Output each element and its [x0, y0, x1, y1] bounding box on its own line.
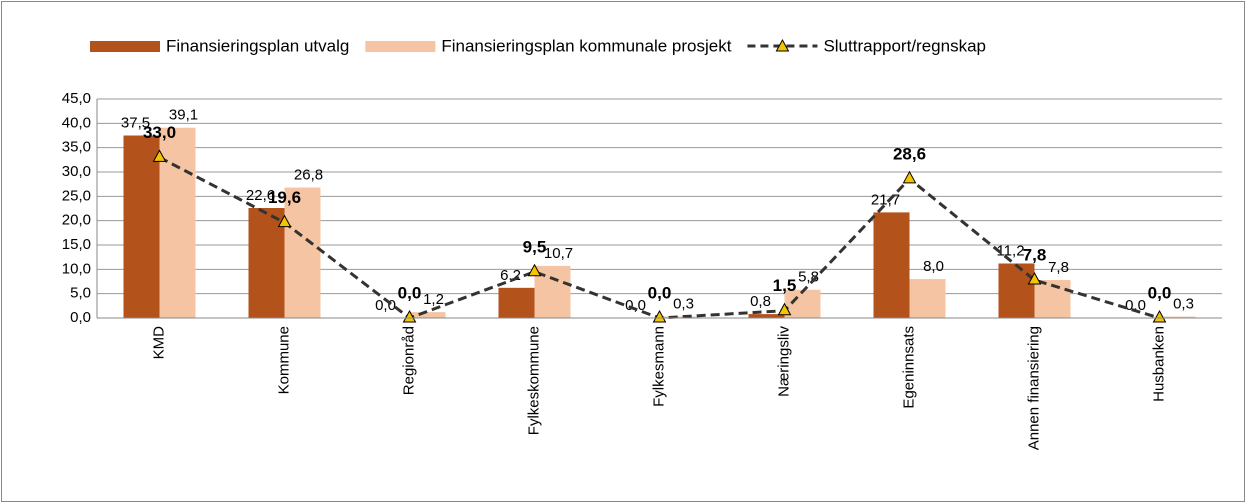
data-label: 0,0 — [1125, 297, 1146, 314]
x-tick-label: Fylkesmann — [650, 326, 667, 407]
marker — [402, 309, 417, 323]
x-tick-label: Regionråd — [400, 326, 417, 395]
data-label: 37,5 — [121, 114, 150, 131]
legend-label: Finansieringsplan kommunale prosjekt — [441, 36, 731, 55]
y-tick-label: 20,0 — [62, 212, 91, 229]
x-tick-label: Næringsliv — [775, 326, 792, 397]
y-tick-label: 45,0 — [62, 90, 91, 107]
legend-label: Finansieringsplan utvalg — [166, 36, 349, 55]
marker — [1152, 309, 1167, 323]
data-label: 11,2 — [996, 242, 1024, 259]
marker — [652, 309, 667, 323]
marker — [902, 170, 917, 184]
bar — [284, 187, 321, 318]
bar — [159, 127, 196, 318]
legend-label: Sluttrapport/regnskap — [823, 36, 986, 55]
x-tick-label: Fylkeskommune — [525, 326, 542, 435]
data-label: 0,0 — [1148, 283, 1172, 302]
y-tick-label: 0,0 — [70, 309, 91, 326]
data-label: 10,7 — [544, 245, 573, 262]
y-tick-label: 40,0 — [62, 114, 91, 131]
bar — [409, 312, 446, 318]
data-label: 21,7 — [871, 191, 900, 208]
bar — [748, 314, 785, 318]
marker — [527, 263, 542, 277]
data-label: 7,8 — [1023, 246, 1047, 265]
data-label: 22,6 — [246, 187, 275, 204]
legend-swatch — [365, 41, 436, 52]
x-tick-label: KMD — [150, 326, 167, 360]
bar — [909, 279, 946, 318]
data-label: 28,6 — [893, 144, 926, 163]
y-tick-label: 5,0 — [70, 285, 91, 302]
x-tick-label: Kommune — [275, 326, 292, 394]
data-label: 39,1 — [169, 107, 198, 124]
data-label: 9,5 — [523, 237, 547, 256]
data-label: 7,8 — [1048, 259, 1069, 276]
y-tick-label: 35,0 — [62, 139, 91, 156]
data-label: 1,2 — [423, 291, 444, 308]
data-label: 0,0 — [375, 297, 396, 314]
legend-swatch — [90, 41, 160, 52]
data-label: 0,0 — [398, 283, 422, 302]
data-label: 26,8 — [294, 167, 323, 184]
y-tick-label: 15,0 — [62, 236, 91, 253]
data-label: 0,3 — [673, 296, 694, 313]
bar — [498, 287, 535, 318]
marker — [277, 214, 292, 228]
marker — [777, 302, 792, 316]
bar — [123, 135, 160, 318]
data-label: 0,8 — [750, 293, 771, 310]
marker — [1027, 271, 1042, 285]
bar — [1159, 316, 1196, 318]
data-label: 0,3 — [1173, 296, 1194, 313]
data-label: 33,0 — [143, 123, 176, 142]
legend-marker — [775, 38, 790, 52]
x-tick-label: Egeninnsats — [900, 326, 917, 409]
x-tick-label: Husbanken — [1150, 326, 1167, 402]
y-tick-label: 25,0 — [62, 187, 91, 204]
data-label: 0,0 — [648, 283, 672, 302]
y-tick-label: 30,0 — [62, 163, 91, 180]
data-label: 6,2 — [500, 267, 521, 284]
marker — [152, 149, 167, 162]
bar — [784, 289, 821, 318]
data-label: 8,0 — [923, 258, 944, 275]
y-tick-label: 10,0 — [62, 260, 91, 277]
data-label: 19,6 — [268, 188, 301, 207]
data-label: 1,5 — [773, 276, 797, 295]
data-label: 0,0 — [625, 297, 646, 314]
x-tick-label: Annen finansiering — [1025, 326, 1042, 450]
bar — [998, 263, 1035, 318]
bar — [873, 212, 910, 318]
